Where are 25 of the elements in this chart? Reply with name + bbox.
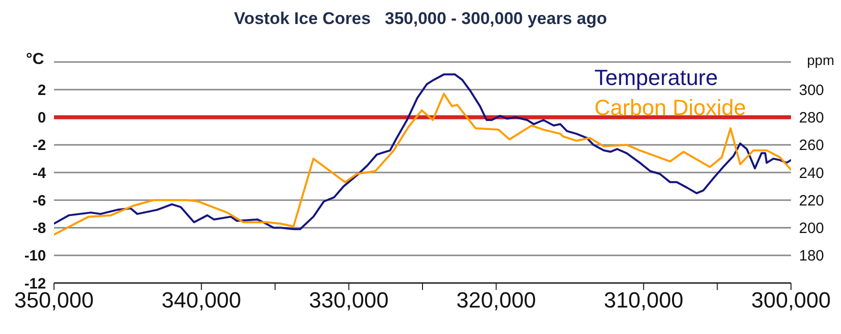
- y2-tick-label: 300: [799, 82, 824, 99]
- x-tick-label: 320,000: [456, 288, 536, 313]
- y2-tick-label: 200: [799, 220, 824, 238]
- x-tick-label: 310,000: [604, 288, 684, 313]
- y2-tick-label: 240: [799, 164, 824, 182]
- y-tick-label: -6: [32, 192, 46, 210]
- x-tick-label: 330,000: [309, 288, 389, 313]
- y2-axis-title: ppm: [807, 52, 834, 68]
- y-tick-label: -2: [32, 137, 46, 154]
- y2-tick-label: 220: [799, 192, 824, 210]
- y2-tick-label: 260: [799, 137, 824, 154]
- y2-tick-label: 280: [799, 110, 824, 127]
- series-label: Carbon Dioxide: [594, 95, 746, 120]
- y-axis-title: °C: [26, 51, 44, 68]
- line-series: [54, 92, 791, 236]
- text: Temperature: [594, 65, 718, 90]
- x-tick-label: 340,000: [162, 288, 242, 313]
- y-tick-label: -10: [24, 248, 46, 265]
- y-tick-label: 0: [38, 110, 46, 127]
- y-tick-label: -4: [32, 164, 47, 182]
- chart-title: Vostok Ice Cores 350,000 - 300,000 years ago: [234, 9, 607, 28]
- y2-tick-label: 180: [799, 248, 824, 265]
- y-tick-label: 2: [38, 82, 46, 99]
- x-tick-label: 300,000: [751, 288, 831, 313]
- y-tick-label: -8: [32, 220, 46, 238]
